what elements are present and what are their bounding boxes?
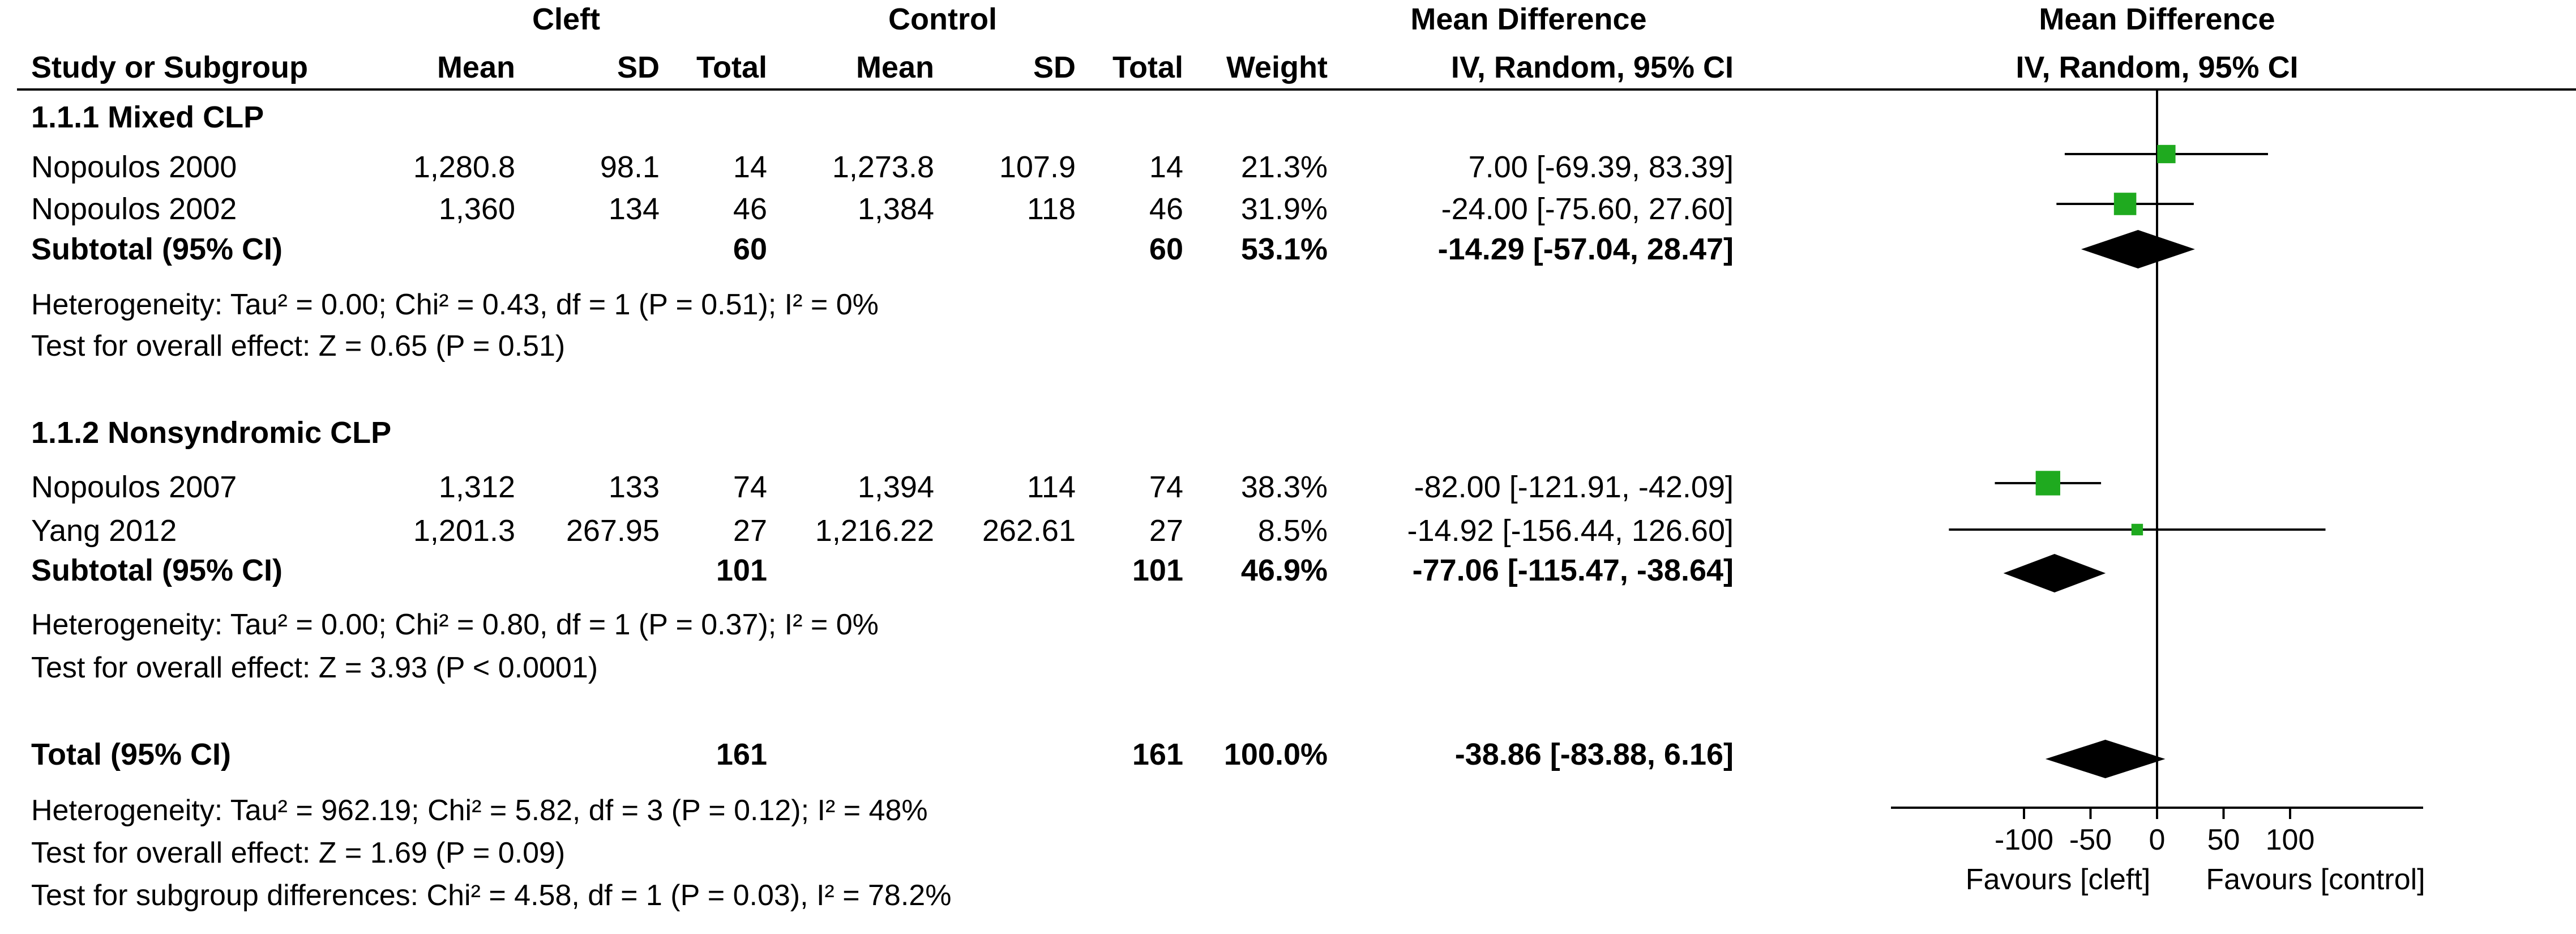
control-total: 74: [1149, 470, 1183, 504]
study-point-square: [2035, 471, 2060, 496]
study-row: Yang 2012 1,201.3 267.95 27 1,216.22 262…: [31, 514, 1734, 548]
control-sd: 114: [1027, 470, 1076, 504]
header-cleft-sd: SD: [617, 50, 660, 84]
overall-effect-note: Test for overall effect: Z = 3.93 (P < 0…: [31, 651, 598, 684]
header-effect-title: Mean Difference: [1410, 2, 1646, 36]
total-cleft-total: 161: [716, 737, 767, 771]
subtotal-row: Subtotal (95% CI) 60 60 53.1% -14.29 [-5…: [31, 232, 1734, 266]
header-control-mean: Mean: [856, 50, 934, 84]
subtotal-effect: -14.29 [-57.04, 28.47]: [1438, 232, 1734, 266]
pooled-diamond: [2003, 554, 2106, 592]
study-point-square: [2113, 193, 2137, 215]
subtotal-weight: 53.1%: [1241, 232, 1328, 266]
cleft-mean: 1,201.3: [413, 514, 515, 548]
control-total: 46: [1149, 192, 1183, 226]
study-weight: 8.5%: [1258, 514, 1328, 548]
study-point-square: [2157, 144, 2176, 164]
total-weight: 100.0%: [1224, 737, 1328, 771]
study-weight: 38.3%: [1241, 470, 1328, 504]
subtotal-label: Subtotal (95% CI): [31, 553, 283, 587]
header-control-total: Total: [1112, 50, 1183, 84]
study-row: Nopoulos 2000 1,280.8 98.1 14 1,273.8 10…: [31, 150, 1734, 184]
cleft-total: 14: [733, 150, 767, 184]
subtotal-row: Subtotal (95% CI) 101 101 46.9% -77.06 […: [31, 553, 1734, 587]
cleft-total: 74: [733, 470, 767, 504]
study-name: Nopoulos 2000: [31, 150, 237, 184]
cleft-sd: 133: [609, 470, 660, 504]
cleft-mean: 1,280.8: [413, 150, 515, 184]
favours-right-label: Favours [control]: [2206, 863, 2425, 896]
pooled-diamond: [2081, 230, 2195, 268]
study-effect: -82.00 [-121.91, -42.09]: [1414, 470, 1734, 504]
subgroup-title: 1.1.2 Nonsyndromic CLP: [31, 416, 391, 450]
control-sd: 107.9: [999, 150, 1076, 184]
header-control-sd: SD: [1033, 50, 1076, 84]
heterogeneity-note: Heterogeneity: Tau² = 0.00; Chi² = 0.43,…: [31, 288, 879, 321]
study-row: Nopoulos 2007 1,312 133 74 1,394 114 74 …: [31, 470, 1734, 504]
x-tick-label: 50: [2207, 824, 2240, 856]
x-tick-label: -50: [2069, 824, 2112, 856]
heterogeneity-note: Heterogeneity: Tau² = 962.19; Chi² = 5.8…: [31, 794, 928, 827]
control-sd: 262.61: [982, 514, 1076, 548]
study-point-square: [2131, 523, 2143, 536]
control-total: 14: [1149, 150, 1183, 184]
subtotal-effect: -77.06 [-115.47, -38.64]: [1413, 553, 1734, 587]
total-label: Total (95% CI): [31, 737, 231, 771]
header-cleft-total: Total: [696, 50, 767, 84]
subtotal-cleft-total: 101: [716, 553, 767, 587]
subtotal-weight: 46.9%: [1241, 553, 1328, 587]
overall-effect-note: Test for overall effect: Z = 0.65 (P = 0…: [31, 330, 565, 362]
header-plot-method: IV, Random, 95% CI: [2016, 50, 2298, 84]
study-weight: 31.9%: [1241, 192, 1328, 226]
subtotal-cleft-total: 60: [733, 232, 767, 266]
study-effect: -14.92 [-156.44, 126.60]: [1407, 514, 1734, 548]
header-weight: Weight: [1226, 50, 1328, 84]
control-mean: 1,273.8: [832, 150, 934, 184]
favours-left-label: Favours [cleft]: [1966, 863, 2151, 896]
overall-effect-note: Test for overall effect: Z = 1.69 (P = 0…: [31, 837, 565, 869]
forest-plot-area: -100 -50 0 50 100: [1891, 89, 2423, 856]
cleft-mean: 1,360: [439, 192, 515, 226]
total-effect: -38.86 [-83.88, 6.16]: [1455, 737, 1734, 771]
x-tick-label: -100: [1995, 824, 2053, 856]
header-group1-label: Cleft: [532, 2, 600, 36]
study-name: Yang 2012: [31, 514, 177, 548]
header-plot-title: Mean Difference: [2039, 2, 2275, 36]
study-effect: -24.00 [-75.60, 27.60]: [1441, 192, 1734, 226]
control-total: 27: [1149, 514, 1183, 548]
study-row: Nopoulos 2002 1,360 134 46 1,384 118 46 …: [31, 192, 1734, 226]
cleft-sd: 267.95: [566, 514, 660, 548]
header-group2-label: Control: [888, 2, 997, 36]
heterogeneity-note: Heterogeneity: Tau² = 0.00; Chi² = 0.80,…: [31, 608, 879, 641]
total-row: Total (95% CI) 161 161 100.0% -38.86 [-8…: [31, 737, 1734, 771]
study-effect: 7.00 [-69.39, 83.39]: [1469, 150, 1734, 184]
study-name: Nopoulos 2007: [31, 470, 237, 504]
header-cleft-mean: Mean: [437, 50, 515, 84]
control-mean: 1,394: [858, 470, 934, 504]
subgroup-title: 1.1.1 Mixed CLP: [31, 100, 264, 134]
control-sd: 118: [1027, 192, 1076, 226]
cleft-sd: 134: [609, 192, 660, 226]
cleft-mean: 1,312: [439, 470, 515, 504]
study-name: Nopoulos 2002: [31, 192, 237, 226]
subgroup-differences-note: Test for subgroup differences: Chi² = 4.…: [31, 879, 951, 912]
header-effect-method: IV, Random, 95% CI: [1451, 50, 1734, 84]
subtotal-control-total: 60: [1149, 232, 1183, 266]
control-mean: 1,216.22: [815, 514, 934, 548]
study-weight: 21.3%: [1241, 150, 1328, 184]
pooled-diamond: [2045, 740, 2166, 778]
total-control-total: 161: [1132, 737, 1183, 771]
header-study-label: Study or Subgroup: [31, 50, 308, 84]
x-tick-label: 100: [2266, 824, 2315, 856]
subtotal-control-total: 101: [1132, 553, 1183, 587]
cleft-sd: 98.1: [600, 150, 660, 184]
subtotal-label: Subtotal (95% CI): [31, 232, 283, 266]
cleft-total: 46: [733, 192, 767, 226]
x-tick-label: 0: [2149, 824, 2166, 856]
control-mean: 1,384: [858, 192, 934, 226]
cleft-total: 27: [733, 514, 767, 548]
